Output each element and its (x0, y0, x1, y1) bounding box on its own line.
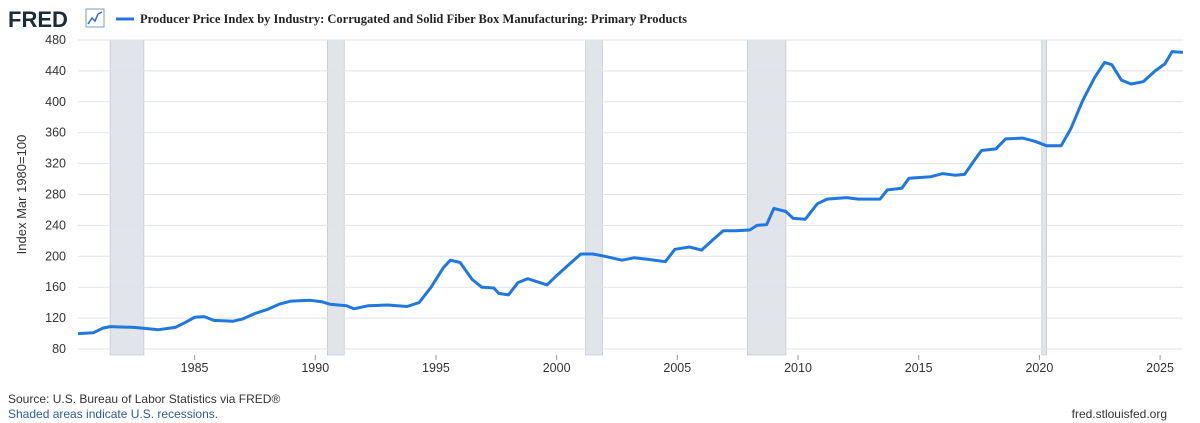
x-tick-label: 2000 (543, 361, 571, 375)
recession-band (747, 39, 787, 356)
source: Source: U.S. Bureau of Labor Statistics … (8, 392, 280, 406)
x-tick-label: 1990 (301, 361, 329, 375)
logo-icon (85, 8, 105, 28)
legend-label: Producer Price Index by Industry: Corrug… (140, 12, 687, 26)
recession-band (109, 39, 145, 356)
y-axis-label: Index Mar 1980=100 (14, 135, 29, 255)
logo[interactable]: FRED (8, 7, 68, 32)
url[interactable]: fred.stlouisfed.org (1072, 407, 1167, 421)
y-tick-label: 280 (45, 188, 66, 202)
y-tick-label: 400 (45, 95, 66, 109)
y-tick-label: 120 (45, 311, 66, 325)
y-tick-label: 80 (52, 342, 66, 356)
x-tick-label: 1985 (181, 361, 209, 375)
y-tick-label: 360 (45, 126, 66, 140)
x-tick-label: 2010 (784, 361, 812, 375)
x-tick-label: 2005 (663, 361, 691, 375)
plot-area (77, 39, 1184, 356)
y-tick-label: 440 (45, 64, 66, 78)
recession-band (585, 39, 603, 356)
y-tick-label: 320 (45, 157, 66, 171)
y-tick-label: 200 (45, 249, 66, 263)
y-tick-label: 480 (45, 33, 66, 47)
x-tick-label: 2025 (1146, 361, 1174, 375)
data-line (77, 50, 1184, 336)
y-tick-label: 160 (45, 280, 66, 294)
y-tick-label: 240 (45, 218, 66, 232)
recession-note: Shaded areas indicate U.S. recessions. (8, 407, 218, 421)
recession-band (327, 39, 345, 356)
recession-band (1041, 39, 1047, 356)
x-tick-label: 2020 (1025, 361, 1053, 375)
x-tick-label: 2015 (905, 361, 933, 375)
plot-background (78, 40, 1183, 355)
x-tick-label: 1995 (422, 361, 450, 375)
